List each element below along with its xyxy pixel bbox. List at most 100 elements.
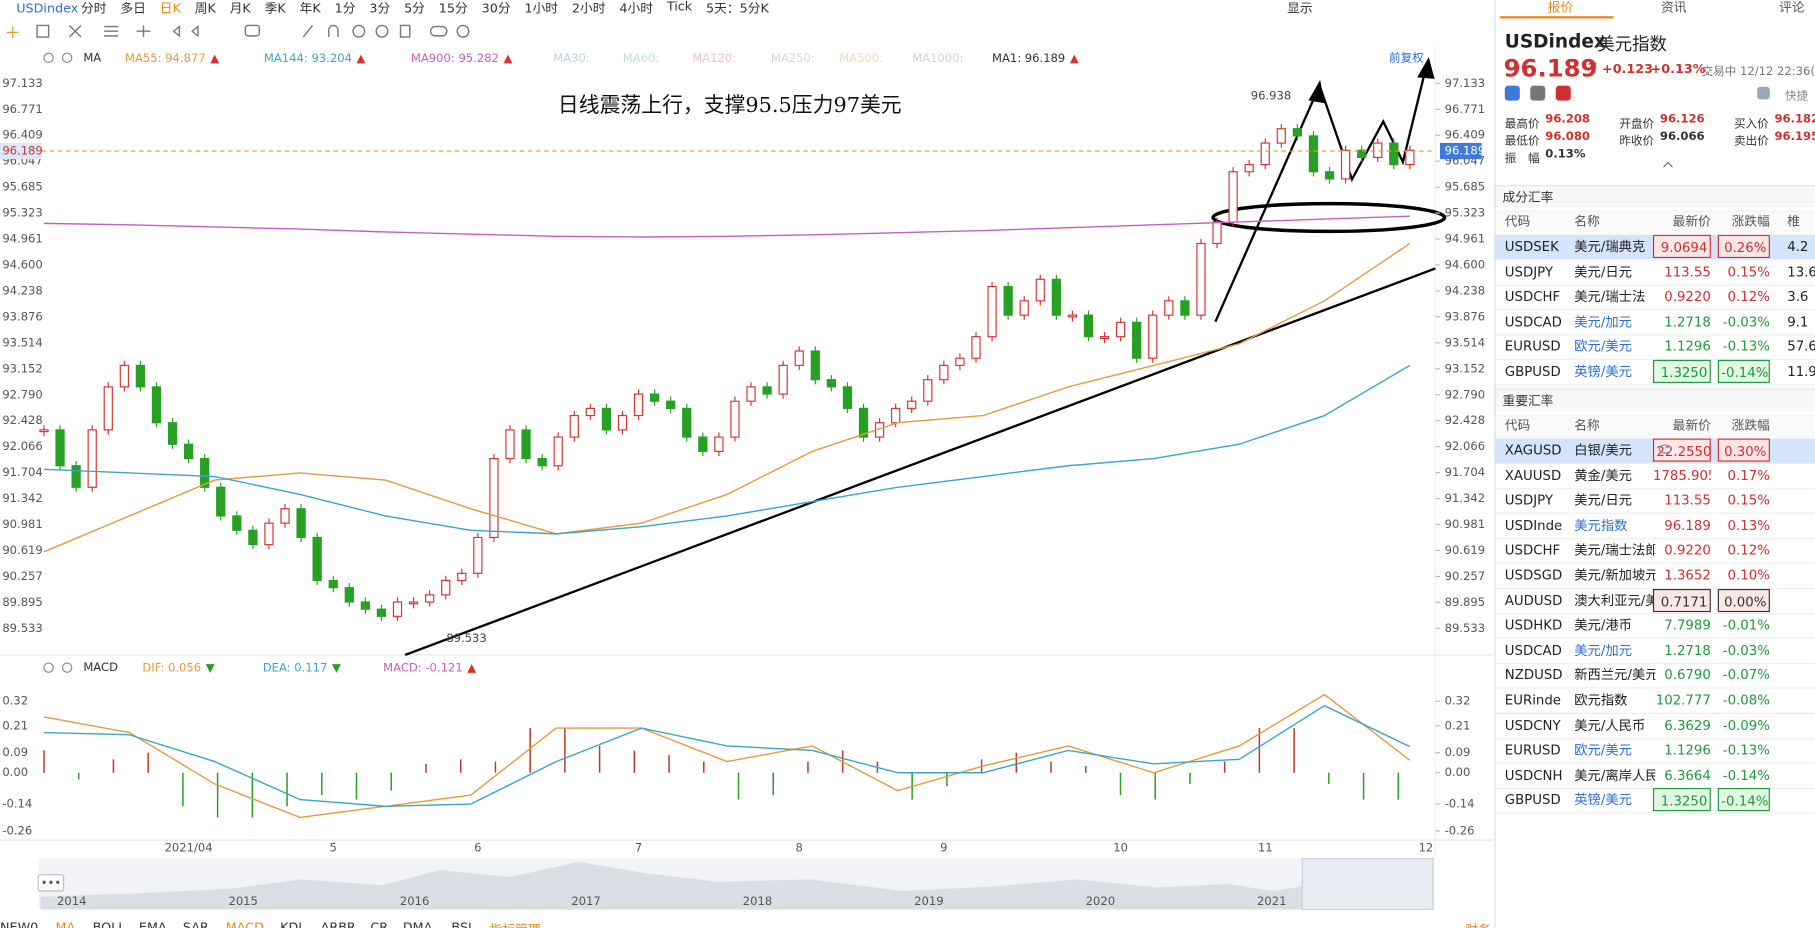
arrow-tool[interactable] [172,25,199,38]
navigator-menu[interactable] [37,874,65,892]
period-button[interactable]: Tick [666,0,693,14]
table-cell[interactable]: EURinde [1504,691,1561,709]
indicator-tab[interactable]: BSI [451,919,472,928]
table-cell[interactable]: USDCAD [1504,641,1562,659]
indicator-tab[interactable]: MA [55,919,76,928]
period-button[interactable]: 30分 [481,1,511,17]
candle [826,379,837,388]
table-cell: -0.08% [1722,691,1770,709]
panel-tab[interactable]: 资讯 [1661,0,1687,16]
section-bg [1495,388,1815,411]
table-cell: 57.6 [1787,338,1815,355]
y-tick-label: 95.685 [1445,180,1485,194]
table-cell[interactable]: XAUUSD [1504,467,1562,484]
period-button[interactable]: 年K [299,1,321,17]
table-cell[interactable]: USDSEK [1504,238,1559,255]
pen-tool[interactable] [302,25,314,38]
period-button[interactable]: 月K [229,1,251,17]
table-cell[interactable]: USDInde [1504,516,1563,534]
table-cell[interactable]: USDCAD [1504,313,1562,330]
table-cell[interactable]: AUDUSD [1504,591,1563,609]
table-cell[interactable]: USDHKD [1504,616,1563,634]
period-button[interactable]: 周K [194,1,216,17]
year-label: 2017 [571,894,600,908]
quote-icon[interactable] [1555,85,1571,101]
indicator-tab[interactable]: SAR [182,919,209,928]
period-button[interactable]: 多日 [120,1,146,17]
quote-icon[interactable] [1504,85,1520,101]
candle [425,594,435,603]
table-cell[interactable]: USDCHF [1504,541,1561,559]
delete-tool[interactable] [399,24,411,38]
period-button[interactable]: 季K [264,1,286,17]
table-cell: 1785.9050 [1652,467,1711,484]
finance-tab[interactable]: 财务 [1465,920,1490,928]
settings-tool[interactable] [456,24,470,38]
table-cell[interactable]: USDSGD [1504,566,1563,584]
panel-tab[interactable]: 评论 [1779,0,1805,16]
indicator-tab[interactable]: ARBR [320,919,356,928]
table-cell: 0.9220 [1664,288,1711,305]
quick-icon[interactable] [1757,86,1770,100]
candle [280,508,290,524]
display-menu[interactable]: 显示 [1287,1,1313,17]
table-cell[interactable]: NZDUSD [1504,666,1563,684]
period-button[interactable]: 5分 [404,1,425,17]
collapse-caret[interactable] [1663,161,1673,172]
cursor-tool[interactable] [6,26,19,39]
shape-tool[interactable] [36,24,50,38]
quote-icon[interactable] [1530,85,1546,101]
measure-tool[interactable] [136,25,151,38]
period-button[interactable]: 15分 [438,1,468,17]
lock-tool[interactable] [352,24,366,38]
indicator-tab[interactable]: 指标管理 [490,920,541,928]
period-button[interactable]: 1小时 [524,1,559,17]
period-button[interactable]: 3分 [369,1,391,17]
period-button[interactable]: 5天：5分K [706,1,769,17]
indicator-tab[interactable]: MACD [225,919,264,928]
navigator-window[interactable] [1301,857,1434,911]
stat-label: 最低价 [1504,135,1540,149]
table-cell[interactable]: USDJPY [1504,491,1554,509]
period-button[interactable]: 1分 [334,1,356,17]
table-cell[interactable]: USDCHF [1504,288,1561,305]
table-cell: 欧元指数 [1574,691,1628,709]
indicator-tab[interactable]: CR [370,919,389,928]
magnet-tool[interactable] [328,24,339,38]
hide-tool[interactable] [375,24,389,38]
period-button[interactable]: 4小时 [619,1,653,17]
table-cell: -0.14% [1717,359,1770,384]
table-cell[interactable]: XAGUSD [1504,442,1562,459]
table-cell[interactable]: EURUSD [1504,338,1561,355]
table-cell[interactable]: USDJPY [1504,263,1554,280]
period-button[interactable]: 2小时 [571,1,606,17]
indicator-tab[interactable]: EMA [138,919,167,928]
legend-text: MACD: -0.121 [383,660,463,674]
candle [1115,321,1126,338]
indicator-tab[interactable]: DMA [402,919,433,928]
panel-tab[interactable]: 报价 [1547,0,1574,16]
line-tool[interactable] [68,24,82,38]
candle [955,357,965,366]
indicator-tab[interactable]: KDJ [280,919,303,928]
table-cell[interactable]: EURUSD [1504,741,1561,759]
period-button[interactable]: 分时 [81,1,107,17]
table-cell[interactable]: USDCNH [1504,766,1563,784]
period-button[interactable]: 日K [159,1,181,17]
table-cell[interactable]: USDCNY [1504,716,1561,734]
table-cell[interactable]: GBPUSD [1504,363,1561,380]
candle [778,364,788,395]
text-tool[interactable] [244,24,260,37]
low-label: 89.533 [446,631,486,645]
indicator-tab[interactable]: BOLL [92,919,126,928]
fib-tool[interactable] [104,25,119,37]
candle [1405,149,1415,166]
watch-icon[interactable] [1658,444,1672,454]
quick-label[interactable]: 快捷 [1784,90,1809,103]
link-tool[interactable] [429,25,448,37]
indicator-tab[interactable]: NEW0 [0,919,39,928]
table-cell[interactable]: GBPUSD [1504,791,1561,809]
quote-panel: 报价 资讯 评论 USDindex 美元指数 96.189 ↑ +0.123 +0.13% 交易中… [1494,0,1815,928]
table-cell: 欧元/美元 [1574,338,1632,355]
symbol[interactable]: USDindex [16,0,79,16]
